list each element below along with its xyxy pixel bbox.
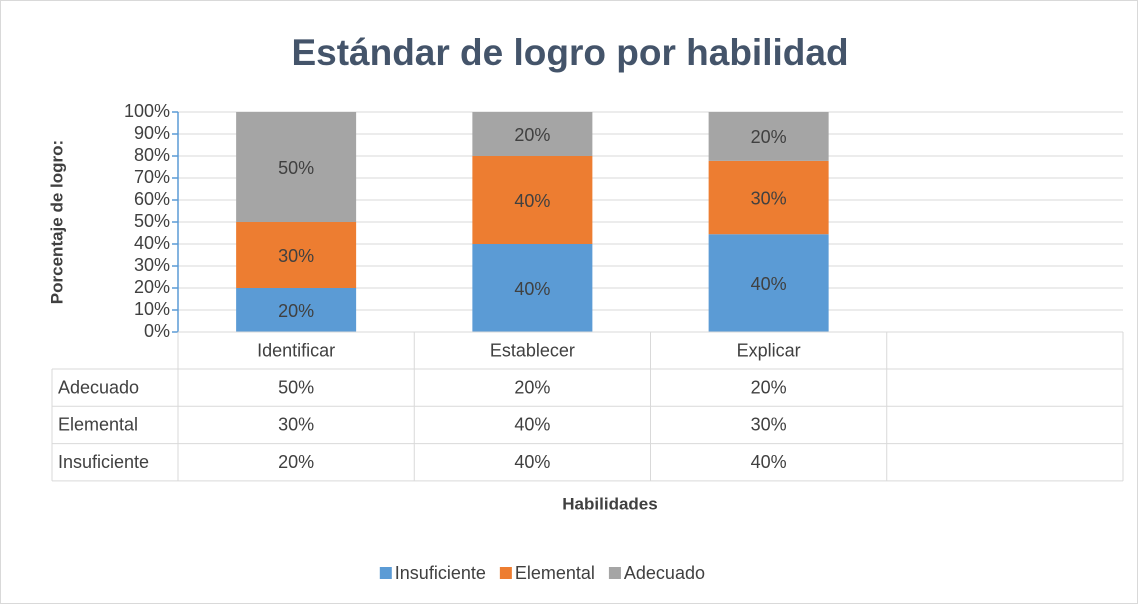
- data-label: 20%: [514, 125, 550, 145]
- table-row-label: Elemental: [58, 415, 138, 435]
- data-label: 40%: [751, 274, 787, 294]
- y-tick-label: 90%: [134, 123, 170, 143]
- table-cell: 50%: [278, 377, 314, 397]
- data-label: 50%: [278, 158, 314, 178]
- y-tick-label: 30%: [134, 255, 170, 275]
- legend-swatch: [608, 567, 621, 579]
- data-label: 20%: [278, 301, 314, 321]
- y-tick-label: 70%: [134, 167, 170, 187]
- bar-segment: [472, 156, 593, 244]
- legend-label: Adecuado: [624, 563, 705, 583]
- bar-segment: [236, 222, 357, 288]
- y-tick-label: 20%: [134, 277, 170, 297]
- legend-label: Insuficiente: [395, 563, 486, 583]
- x-axis-label: Habilidades: [562, 494, 657, 513]
- y-tick-label: 60%: [134, 189, 170, 209]
- table-cell: 30%: [278, 415, 314, 435]
- x-tick-label: Establecer: [490, 340, 575, 360]
- table-cell: 40%: [514, 452, 550, 472]
- legend-swatch: [379, 567, 392, 579]
- table-cell: 20%: [514, 377, 550, 397]
- data-label: 40%: [514, 279, 550, 299]
- chart-title: Estándar de logro por habilidad: [291, 32, 848, 73]
- bar-segment: [472, 244, 593, 332]
- bar-segment: [472, 112, 593, 156]
- table-cell: 20%: [751, 377, 787, 397]
- legend-swatch: [499, 567, 512, 579]
- x-tick-label: Explicar: [737, 340, 801, 360]
- table-cell: 30%: [751, 415, 787, 435]
- y-tick-label: 0%: [144, 321, 170, 341]
- data-label: 20%: [751, 127, 787, 147]
- y-tick-label: 40%: [134, 233, 170, 253]
- y-axis-label: Porcentaje de logro:: [47, 140, 66, 304]
- bar-segment: [708, 112, 829, 161]
- y-tick-label: 80%: [134, 145, 170, 165]
- y-tick-label: 10%: [134, 299, 170, 319]
- x-tick-label: Identificar: [257, 340, 335, 360]
- bar-segment: [708, 160, 829, 235]
- y-tick-label: 100%: [124, 101, 170, 121]
- legend-label: Elemental: [515, 563, 595, 583]
- bar-segment: [708, 234, 829, 332]
- data-label: 30%: [751, 188, 787, 208]
- table-row-label: Adecuado: [58, 377, 139, 397]
- table-row-label: Insuficiente: [58, 452, 149, 472]
- data-label: 30%: [278, 246, 314, 266]
- table-cell: 20%: [278, 452, 314, 472]
- bar-segment: [236, 288, 357, 332]
- data-label: 40%: [514, 191, 550, 211]
- table-cell: 40%: [514, 415, 550, 435]
- table-cell: 40%: [751, 452, 787, 472]
- bar-segment: [236, 112, 357, 222]
- y-tick-label: 50%: [134, 211, 170, 231]
